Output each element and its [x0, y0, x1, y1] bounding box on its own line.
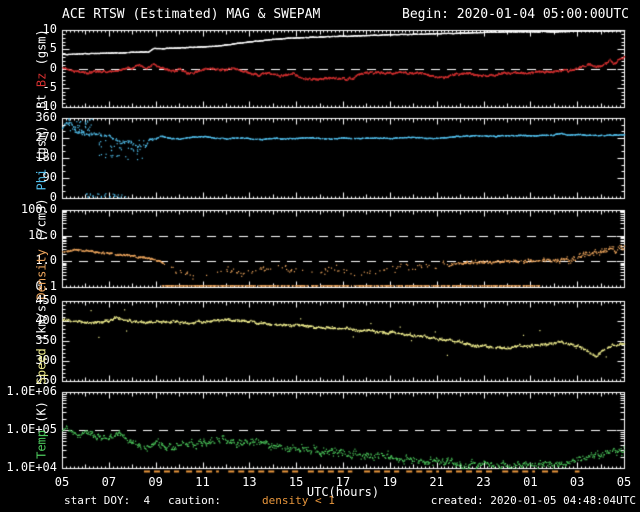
y-tick-label: 180: [35, 150, 57, 164]
x-tick-label: 17: [335, 475, 351, 489]
panel-ylabel-part: (km/s): [34, 297, 49, 349]
y-tick-label: -5: [42, 79, 57, 94]
y-tick-label: 1.0E+06: [6, 384, 57, 398]
x-tick-label: 03: [569, 475, 585, 489]
caution-value: density < 1: [262, 494, 335, 507]
x-tick-label: 13: [242, 475, 257, 489]
x-tick-label: 09: [148, 475, 163, 489]
x-tick-label: 15: [288, 475, 304, 489]
start-doy-label: start DOY: 4: [64, 494, 151, 507]
y-tick-label: 10: [42, 22, 57, 36]
y-tick-label: 0.1: [35, 279, 57, 293]
panel-ylabel-part: Bt: [34, 86, 49, 109]
y-tick-label: 1.0: [35, 253, 57, 268]
begin-timestamp: Begin: 2020-01-04 05:00:00UTC: [402, 7, 629, 22]
y-tick-label: 350: [35, 333, 57, 347]
y-tick-label: 270: [35, 130, 57, 144]
y-tick-label: 90: [42, 170, 57, 184]
y-tick-label: 0: [49, 190, 57, 204]
y-tick-label: 1.0E+05: [6, 422, 57, 436]
y-tick-label: 450: [35, 293, 57, 307]
y-tick-label: 250: [35, 373, 57, 387]
panel-ylabel-part: (K): [34, 401, 49, 430]
y-tick-label: -10: [35, 99, 57, 113]
y-tick-label: 5: [49, 41, 57, 56]
panel-ylabel-density: Density (/cm3): [34, 197, 49, 300]
y-tick-label: 0: [49, 60, 57, 75]
y-tick-label: 1.0E+04: [6, 460, 57, 474]
y-tick-label: 300: [35, 353, 57, 367]
panel-ylabel-part: Phi: [34, 168, 49, 191]
panel-ylabel-speed: Speed (km/s): [34, 297, 49, 385]
x-tick-label: 07: [101, 475, 117, 489]
panel-ylabel-part: (/cm3): [34, 197, 49, 249]
y-tick-label: 10.0: [28, 227, 57, 242]
created-timestamp: created: 2020-01-05 04:48:04UTC: [430, 494, 636, 507]
x-tick-label: 23: [476, 475, 491, 489]
y-tick-label: 100.0: [20, 202, 57, 216]
caution-label: caution:: [168, 494, 221, 507]
x-tick-label: 01: [523, 475, 538, 489]
panel-ylabel-part: Bz: [34, 72, 49, 87]
x-tick-label: 21: [429, 475, 444, 489]
xaxis-title: UTC(hours): [306, 485, 380, 499]
y-tick-label: 400: [35, 313, 57, 327]
panel-ylabel-part: (gsm): [34, 28, 49, 73]
panel-ylabel-mag: Bt Bz (gsm): [34, 28, 49, 109]
plot-title: ACE RTSW (Estimated) MAG & SWEPAM: [62, 7, 321, 22]
x-tick-label: 05: [54, 475, 70, 489]
y-tick-label: 360: [35, 110, 57, 124]
panel-ylabel-part: Temp: [34, 430, 49, 459]
panel-ylabel-part: (gsm): [34, 125, 49, 169]
panel-ylabel-part: Density: [34, 248, 49, 300]
x-tick-label: 19: [382, 475, 398, 489]
x-tick-label: 11: [195, 475, 210, 489]
panel-ylabel-part: Speed: [34, 348, 49, 385]
panel-ylabel-phi: Phi (gsm): [34, 125, 49, 191]
panel-ylabel-temp: Temp (K): [34, 401, 49, 459]
x-tick-label: 05: [616, 475, 632, 489]
